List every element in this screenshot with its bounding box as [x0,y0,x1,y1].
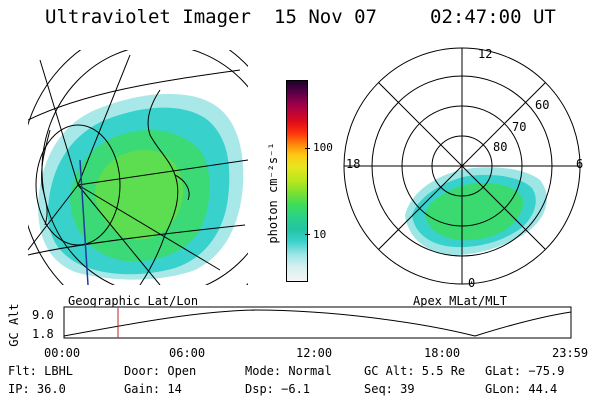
apex-caption: Apex MLat/MLT [413,294,507,308]
altitude-xtick-0: 00:00 [44,346,81,360]
status-mode: Mode: Normal [245,364,332,378]
status-gain: Gain: 14 [124,382,182,396]
mlt-label-0: 0 [468,276,476,290]
colorbar [286,80,308,282]
date-label: 15 Nov 07 [274,6,377,28]
altitude-ytick-high: 9.0 [32,308,54,322]
altitude-curve [63,309,572,337]
mlt-label-6: 6 [576,157,584,171]
altitude-xtick-3: 18:00 [424,346,461,360]
mlt-label-18: 18 [346,157,361,171]
status-glat: GLat: −75.9 [485,364,565,378]
status-filter: Flt: LBHL [8,364,74,378]
colorbar-tick-label-10: 10 [313,228,327,241]
altitude-xtick-2: 12:00 [296,346,333,360]
status-dsp: Dsp: −6.1 [245,382,311,396]
status-gc-alt: GC Alt: 5.5 Re [364,364,466,378]
lat-label-60: 60 [535,98,550,112]
time-label: 02:47:00 UT [430,6,556,28]
status-door: Door: Open [124,364,197,378]
altitude-xtick-4: 23:59 [552,346,589,360]
status-ip: IP: 36.0 [8,382,66,396]
status-glon: GLon: 44.4 [485,382,558,396]
lat-label-80: 80 [493,140,508,154]
colorbar-tick-label-100: 100 [313,141,333,154]
colorbar-tick-10 [305,234,310,235]
status-seq: Seq: 39 [364,382,415,396]
lat-label-70: 70 [512,120,527,134]
colorbar-tick-100 [305,148,310,149]
mlt-label-12: 12 [478,47,493,61]
altitude-ytick-low: 1.8 [32,327,54,341]
geographic-caption: Geographic Lat/Lon [68,294,199,308]
instrument-title: Ultraviolet Imager [45,6,251,28]
altitude-xtick-1: 06:00 [169,346,206,360]
altitude-plot-frame [63,306,572,339]
